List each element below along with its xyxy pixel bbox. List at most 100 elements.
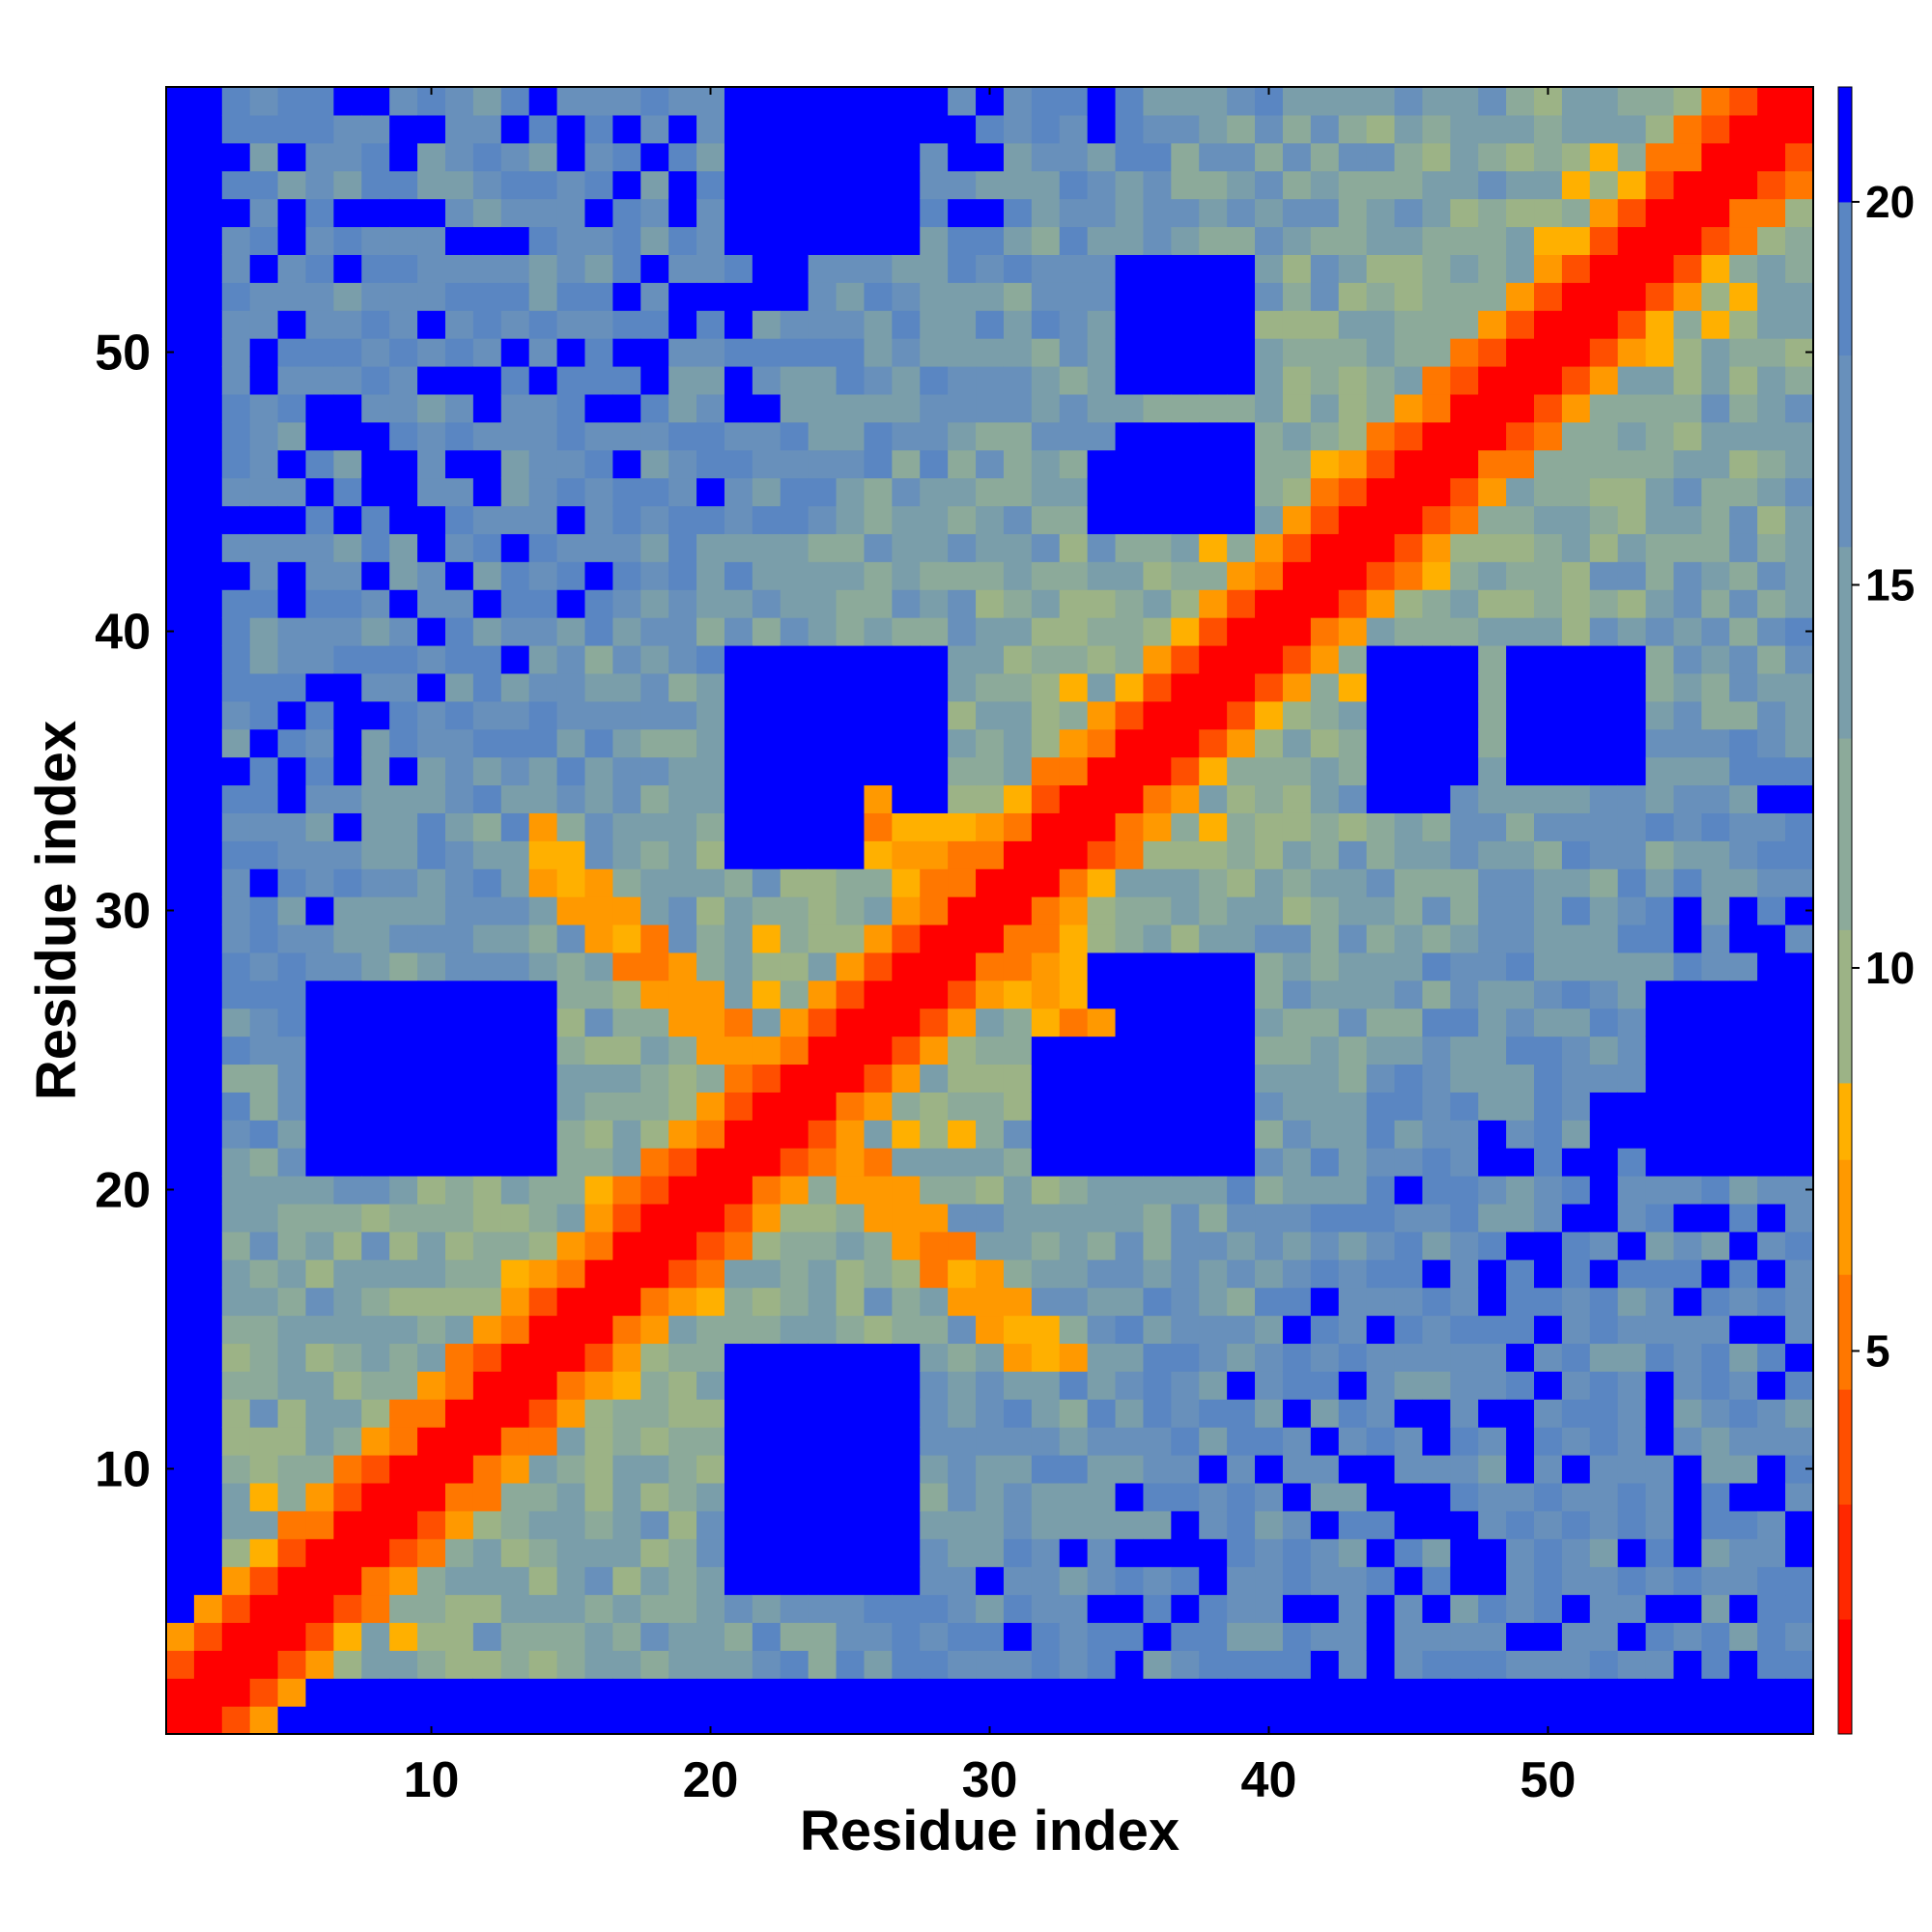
heatmap-cell bbox=[1785, 114, 1814, 144]
heatmap-cell bbox=[333, 1650, 362, 1679]
heatmap-cell bbox=[1366, 980, 1396, 1009]
heatmap-cell bbox=[1143, 896, 1172, 925]
heatmap-cell bbox=[1366, 617, 1396, 646]
heatmap-cell bbox=[612, 868, 641, 897]
heatmap-cell bbox=[1701, 952, 1730, 981]
heatmap-cell bbox=[696, 142, 725, 172]
heatmap-cell bbox=[556, 980, 586, 1009]
heatmap-cell bbox=[808, 589, 838, 618]
heatmap-cell bbox=[1115, 1510, 1145, 1540]
heatmap-cell bbox=[221, 980, 251, 1009]
heatmap-cell bbox=[1450, 756, 1479, 786]
heatmap-cell bbox=[948, 226, 977, 255]
heatmap-cell bbox=[1617, 840, 1647, 869]
heatmap-cell bbox=[166, 1371, 195, 1400]
heatmap-cell bbox=[1227, 365, 1256, 395]
heatmap-cell bbox=[1729, 1678, 1758, 1707]
heatmap-cell bbox=[696, 1092, 725, 1121]
heatmap-cell bbox=[1199, 1566, 1228, 1596]
heatmap-cell bbox=[864, 1482, 893, 1512]
heatmap-cell bbox=[1366, 1538, 1396, 1568]
heatmap-cell bbox=[640, 644, 669, 674]
heatmap-cell bbox=[500, 1399, 530, 1428]
heatmap-cell bbox=[444, 393, 474, 423]
heatmap-cell bbox=[1757, 617, 1786, 646]
heatmap-cell bbox=[1031, 700, 1061, 730]
heatmap-cell bbox=[1394, 728, 1424, 758]
heatmap-cell bbox=[1087, 477, 1117, 507]
heatmap-cell bbox=[696, 1231, 725, 1261]
heatmap-cell bbox=[696, 1064, 725, 1093]
heatmap-cell bbox=[1338, 310, 1368, 339]
heatmap-cell bbox=[696, 1343, 725, 1372]
heatmap-cell bbox=[1282, 1287, 1312, 1317]
heatmap-cell bbox=[752, 170, 781, 200]
heatmap-cell bbox=[1617, 561, 1647, 590]
heatmap-cell bbox=[305, 1315, 334, 1345]
heatmap-cell bbox=[1701, 1594, 1730, 1624]
heatmap-cell bbox=[1143, 1427, 1172, 1456]
heatmap-cell bbox=[1115, 896, 1145, 925]
heatmap-cell bbox=[1785, 1622, 1814, 1651]
heatmap-cell bbox=[892, 393, 921, 423]
heatmap-cell bbox=[1673, 1148, 1703, 1177]
heatmap-cell bbox=[277, 1176, 307, 1205]
heatmap-cell bbox=[1729, 449, 1758, 479]
heatmap-cell bbox=[528, 1287, 558, 1317]
heatmap-cell bbox=[640, 980, 669, 1009]
heatmap-cell bbox=[361, 393, 390, 423]
heatmap-cell bbox=[584, 1203, 613, 1233]
heatmap-cell bbox=[1255, 1566, 1284, 1596]
heatmap-cell bbox=[361, 421, 390, 451]
heatmap-cell bbox=[1310, 1315, 1340, 1345]
heatmap-cell bbox=[1171, 87, 1200, 116]
heatmap-cell bbox=[1757, 700, 1786, 730]
heatmap-cell bbox=[1757, 1427, 1786, 1456]
heatmap-cell bbox=[361, 1371, 390, 1400]
heatmap-cell bbox=[528, 672, 558, 702]
heatmap-cell bbox=[556, 1594, 586, 1624]
heatmap-cell bbox=[808, 226, 838, 255]
heatmap-cell bbox=[417, 421, 446, 451]
heatmap-cell bbox=[472, 1510, 502, 1540]
heatmap-cell bbox=[1087, 1148, 1117, 1177]
heatmap-cell bbox=[668, 142, 697, 172]
heatmap-cell bbox=[780, 477, 810, 507]
heatmap-cell bbox=[920, 812, 949, 841]
heatmap-cell bbox=[1645, 868, 1675, 897]
heatmap-cell bbox=[1589, 1343, 1619, 1372]
heatmap-cell bbox=[1673, 589, 1703, 618]
heatmap-cell bbox=[1087, 784, 1117, 813]
heatmap-cell bbox=[361, 1203, 390, 1233]
heatmap-cell bbox=[1673, 1176, 1703, 1205]
heatmap-cell bbox=[277, 1203, 307, 1233]
heatmap-cell bbox=[444, 952, 474, 981]
heatmap-cell bbox=[1171, 114, 1200, 144]
heatmap-cell bbox=[528, 1455, 558, 1484]
heatmap-cell bbox=[1729, 923, 1758, 953]
heatmap-cell bbox=[1422, 756, 1451, 786]
heatmap-cell bbox=[221, 1427, 251, 1456]
heatmap-cell bbox=[976, 923, 1005, 953]
heatmap-cell bbox=[1589, 533, 1619, 562]
heatmap-cell bbox=[1310, 756, 1340, 786]
heatmap-cell bbox=[1087, 421, 1117, 451]
heatmap-cell bbox=[1534, 338, 1563, 367]
heatmap-cell bbox=[305, 1148, 334, 1177]
heatmap-cell bbox=[1087, 282, 1117, 311]
heatmap-cell bbox=[556, 505, 586, 534]
heatmap-cell bbox=[1506, 1427, 1535, 1456]
heatmap-cell bbox=[948, 1706, 977, 1735]
heatmap-cell bbox=[1673, 1510, 1703, 1540]
heatmap-cell bbox=[444, 1092, 474, 1121]
heatmap-cell bbox=[1506, 644, 1535, 674]
heatmap-cell bbox=[1729, 1008, 1758, 1037]
heatmap-cell bbox=[221, 589, 251, 618]
heatmap-cell bbox=[1394, 672, 1424, 702]
heatmap-cell bbox=[836, 1148, 866, 1177]
heatmap-cell bbox=[472, 170, 502, 200]
heatmap-cell bbox=[1227, 310, 1256, 339]
heatmap-cell bbox=[1422, 784, 1451, 813]
heatmap-cell bbox=[193, 1287, 223, 1317]
heatmap-cell bbox=[1701, 1343, 1730, 1372]
